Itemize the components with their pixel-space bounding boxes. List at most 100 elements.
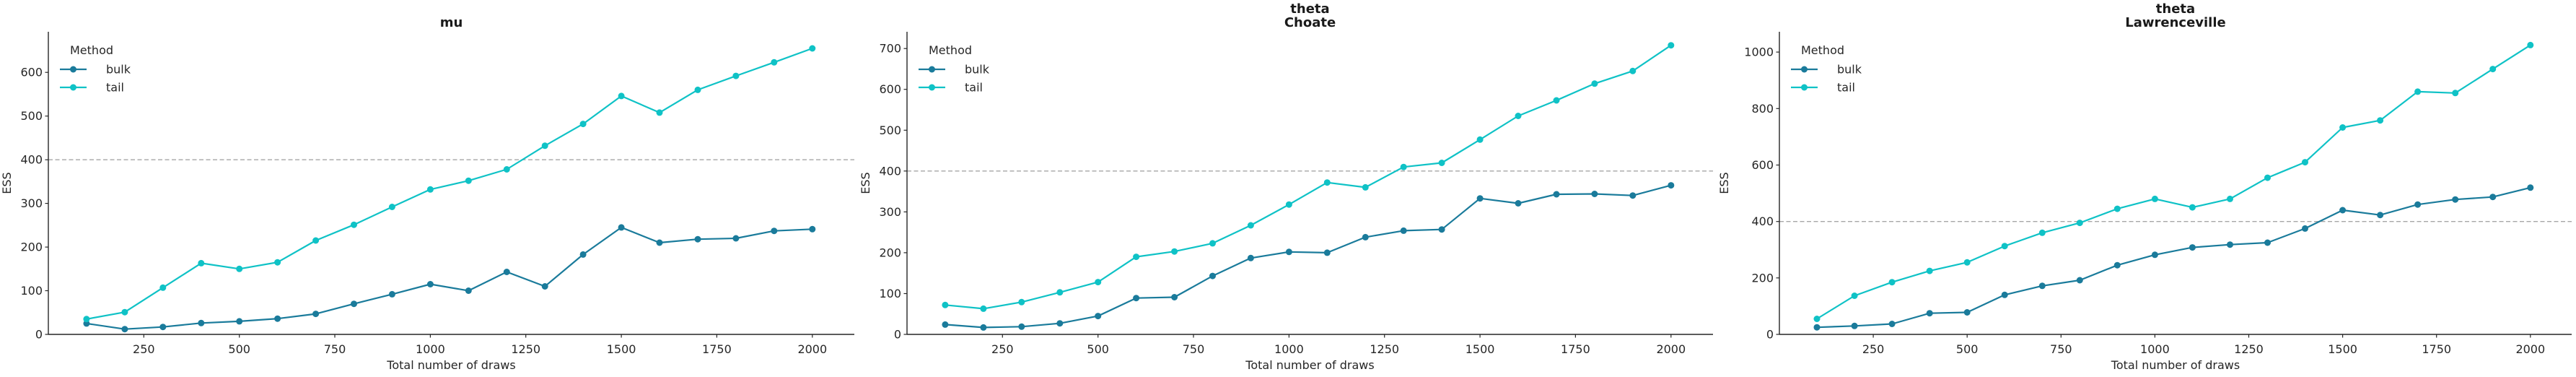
data-point-tail xyxy=(980,305,987,312)
series-line-tail xyxy=(1816,44,2531,320)
y-axis-label: ESS xyxy=(1717,172,1731,194)
data-point-bulk xyxy=(1209,272,1216,280)
data-point-bulk xyxy=(2264,239,2271,246)
chart-title-line: mu xyxy=(440,15,463,30)
y-tick-label: 100 xyxy=(20,284,43,298)
x-tick-label: 1250 xyxy=(2234,342,2264,356)
x-tick-label: 1500 xyxy=(607,342,636,356)
x-tick-label: 1000 xyxy=(416,342,445,356)
legend-title: Method xyxy=(929,43,972,57)
data-point-tail xyxy=(1926,267,1933,274)
data-point-bulk xyxy=(2414,201,2422,208)
x-tick-label: 750 xyxy=(1183,342,1205,356)
legend-label-tail: tail xyxy=(965,81,983,95)
legend-title: Method xyxy=(1801,43,1844,57)
data-point-bulk xyxy=(1926,310,1933,317)
data-point-tail xyxy=(1668,42,1675,49)
data-point-tail xyxy=(2189,204,2196,211)
data-point-bulk xyxy=(579,251,587,258)
data-point-tail xyxy=(771,58,778,66)
data-point-bulk xyxy=(465,287,472,294)
data-point-tail xyxy=(1438,160,1445,166)
chart-title-line: theta xyxy=(1290,1,1329,17)
data-point-tail xyxy=(121,308,128,316)
chart-svg-mu: 250 500 750 1000 1250 1500 1750 2000 0 100 200 300 4… xyxy=(0,15,854,372)
legend-marker-bulk xyxy=(929,66,935,73)
x-tick-label: 1000 xyxy=(1274,342,1304,356)
y-tick-label: 1000 xyxy=(1744,46,1774,59)
data-point-tail xyxy=(1247,222,1254,229)
x-tick-label: 2000 xyxy=(2515,342,2545,356)
chart-panel-theta-choate: 250 500 750 1000 1250 1500 1750 2000 0 100 200 300 4… xyxy=(859,0,1717,373)
data-point-bulk xyxy=(2038,282,2046,290)
legend-label-bulk: bulk xyxy=(106,63,131,77)
y-tick-label: 0 xyxy=(1766,328,1774,342)
data-point-bulk xyxy=(980,324,987,331)
legend-label-bulk: bulk xyxy=(965,63,990,77)
y-tick-label: 0 xyxy=(35,328,43,342)
chart-title-line: theta xyxy=(2156,1,2195,17)
data-point-tail xyxy=(426,186,434,193)
data-point-bulk xyxy=(2527,184,2534,191)
chart-panel-mu: 250 500 750 1000 1250 1500 1750 2000 0 100 200 300 4… xyxy=(0,0,859,373)
series-markers-bulk xyxy=(83,224,816,333)
series-markers-bulk xyxy=(942,182,1675,331)
y-tick-label: 600 xyxy=(879,82,901,96)
data-point-bulk xyxy=(1553,191,1560,198)
chart-title-line: Choate xyxy=(1284,15,1336,30)
data-point-tail xyxy=(2302,159,2308,166)
series-markers-tail xyxy=(942,42,1675,312)
data-point-tail xyxy=(83,316,90,323)
data-point-bulk xyxy=(2227,241,2233,248)
data-point-bulk xyxy=(2113,261,2121,269)
y-tick-label: 200 xyxy=(879,246,901,259)
series-line-bulk xyxy=(1816,186,2531,329)
data-point-tail xyxy=(2527,41,2534,48)
x-tick-label: 500 xyxy=(228,342,250,356)
data-point-bulk xyxy=(1323,249,1331,256)
data-point-tail xyxy=(1813,316,1821,322)
data-point-bulk xyxy=(1362,233,1369,240)
x-tick-label: 250 xyxy=(133,342,155,356)
data-point-bulk xyxy=(771,228,778,235)
data-point-tail xyxy=(388,204,395,210)
data-point-tail xyxy=(1888,279,1896,286)
data-point-tail xyxy=(159,284,167,291)
legend-label-tail: tail xyxy=(1837,81,1855,95)
data-point-tail xyxy=(2489,66,2497,73)
x-tick-label: 2000 xyxy=(1656,342,1686,356)
x-tick-label: 1750 xyxy=(702,342,732,356)
data-point-bulk xyxy=(1515,200,1522,207)
data-point-bulk xyxy=(1133,295,1140,302)
y-tick-label: 200 xyxy=(20,240,43,254)
data-point-bulk xyxy=(312,311,320,318)
series-markers-tail xyxy=(83,45,816,323)
y-tick-label: 500 xyxy=(20,109,43,123)
data-point-bulk xyxy=(121,326,128,333)
x-axis-label: Total number of draws xyxy=(386,358,515,372)
data-point-bulk xyxy=(2189,244,2196,251)
x-axis-label: Total number of draws xyxy=(1245,358,1374,372)
data-point-tail xyxy=(2264,174,2271,181)
series-markers-tail xyxy=(1813,41,2534,322)
y-tick-label: 200 xyxy=(1751,271,1774,285)
data-point-tail xyxy=(1133,254,1140,261)
x-tick-label: 2000 xyxy=(797,342,827,356)
legend: Method bulk tail xyxy=(60,43,131,95)
data-point-tail xyxy=(1095,279,1102,286)
data-point-tail xyxy=(351,221,357,228)
data-point-tail xyxy=(236,265,243,272)
data-point-tail xyxy=(1553,97,1560,104)
data-point-bulk xyxy=(1476,195,1484,202)
chart-svg-theta-lawrenceville: 250 500 750 1000 1250 1500 1750 2000 0 200 400 600 8… xyxy=(1717,1,2572,372)
legend-marker-tail xyxy=(70,84,76,91)
data-point-tail xyxy=(1515,113,1522,119)
data-point-bulk xyxy=(1247,254,1254,261)
data-point-bulk xyxy=(1285,248,1292,256)
data-point-tail xyxy=(2227,195,2233,202)
data-point-tail xyxy=(618,92,625,100)
x-tick-label: 500 xyxy=(1956,342,1979,356)
x-tick-label: 1750 xyxy=(1561,342,1590,356)
data-point-bulk xyxy=(2377,212,2384,219)
data-point-bulk xyxy=(694,235,701,243)
